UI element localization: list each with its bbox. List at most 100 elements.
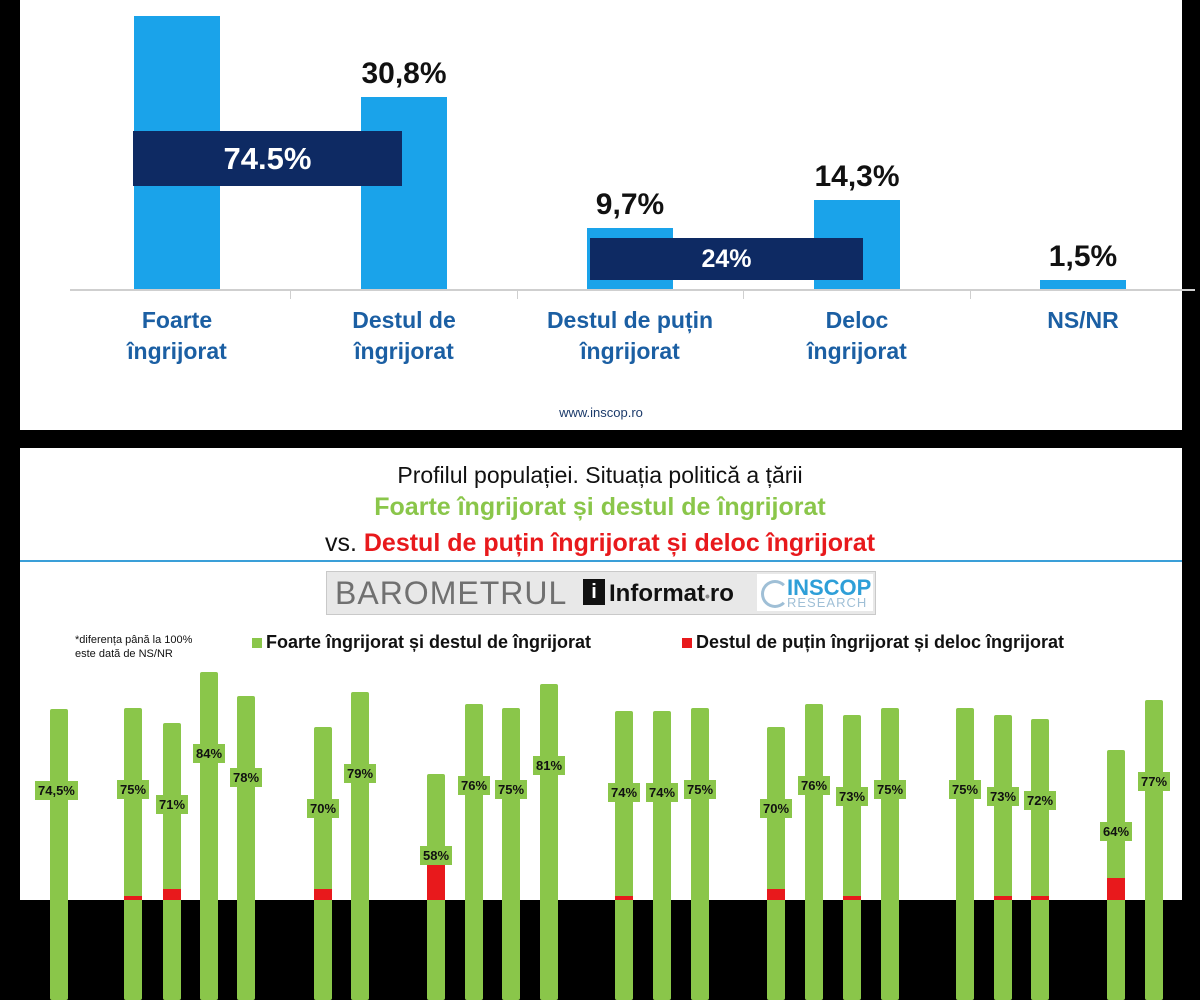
profile-bar-label-12: 74% (608, 783, 640, 802)
category-label-line1: NS/NR (963, 305, 1200, 336)
category-label-line2: îngrijorat (737, 336, 977, 367)
profile-bar-green-19 (956, 708, 974, 1000)
group-total-band-1: 74.5% (133, 131, 402, 186)
source-url: www.inscop.ro (20, 405, 1182, 420)
inscop-logo: INSCOP RESEARCH (757, 574, 873, 611)
profile-bar-green-15 (767, 727, 785, 1000)
profile-bar-green-1 (50, 709, 68, 1000)
profile-bar-label-5: 78% (230, 768, 262, 787)
group-total-band-2: 24% (590, 238, 863, 280)
profile-bar-label-21: 72% (1024, 791, 1056, 810)
legend-red-swatch (682, 638, 692, 648)
profile-bar-label-17: 73% (836, 787, 868, 806)
profile-bar-label-18: 75% (874, 780, 906, 799)
profile-bar-label-23: 77% (1138, 772, 1170, 791)
profile-bar-green-17 (843, 715, 861, 1000)
profile-bar-green-18 (881, 708, 899, 1000)
footnote: *diferența până la 100% este dată de NS/… (75, 633, 192, 661)
informat-logo: Informat•ro (609, 580, 734, 608)
footnote-line1: *diferența până la 100% (75, 633, 192, 647)
category-label-line1: Deloc (737, 305, 977, 336)
profile-bar-green-2 (124, 708, 142, 1000)
profile-bar-green-14 (691, 708, 709, 1000)
bottom-title-line3: vs. Destul de puțin îngrijorat și deloc … (0, 529, 1200, 558)
info-icon: i (583, 579, 605, 605)
profile-bar-red-3 (163, 889, 181, 900)
inscop-ring-icon (761, 580, 789, 608)
profile-bar-label-4: 84% (193, 744, 225, 763)
profile-bar-label-1: 74,5% (35, 781, 78, 800)
profile-bar-red-20 (994, 896, 1012, 900)
legend-green-swatch (252, 638, 262, 648)
profile-bar-label-15: 70% (760, 799, 792, 818)
title-divider (20, 560, 1182, 562)
category-label-line1: Destul de puțin (510, 305, 750, 336)
profile-bar-green-12 (615, 711, 633, 1000)
bar-2 (361, 97, 447, 290)
bar-value-label-5: 1,5% (1013, 240, 1153, 274)
profile-bar-label-13: 74% (646, 783, 678, 802)
profile-bar-green-11 (540, 684, 558, 1000)
profile-bar-label-19: 75% (949, 780, 981, 799)
bar-value-label-2: 30,8% (334, 57, 474, 91)
profile-bar-label-2: 75% (117, 780, 149, 799)
profile-bar-green-23 (1145, 700, 1163, 1000)
profile-bar-label-8: 58% (420, 846, 452, 865)
profile-bar-green-3 (163, 723, 181, 1000)
profile-bar-red-8 (427, 864, 445, 900)
profile-bar-green-4 (200, 672, 218, 1000)
bar-value-label-3: 9,7% (560, 188, 700, 222)
profile-bar-green-16 (805, 704, 823, 1000)
profile-bar-label-16: 76% (798, 776, 830, 795)
profile-bar-label-20: 73% (987, 787, 1019, 806)
profile-bar-label-7: 79% (344, 764, 376, 783)
barometrul-logo: BAROMETRUL (335, 575, 567, 612)
profile-bar-red-12 (615, 896, 633, 900)
inscop-logo-research: RESEARCH (787, 595, 867, 610)
profile-bar-green-21 (1031, 719, 1049, 1000)
profile-bar-label-10: 75% (495, 780, 527, 799)
title-vs: vs. (325, 529, 357, 557)
bottom-title-line1: Profilul populației. Situația politică a… (0, 462, 1200, 489)
informat-logo-name: Informat (609, 580, 705, 607)
profile-bar-green-10 (502, 708, 520, 1000)
profile-bar-red-17 (843, 896, 861, 900)
category-label-line1: Foarte (57, 305, 297, 336)
bottom-title-line2: Foarte îngrijorat și destul de îngrijora… (0, 493, 1200, 522)
profile-bar-green-7 (351, 692, 369, 1000)
barometer-logo-banner: BAROMETRUL i Informat•ro INSCOP RESEARCH (326, 571, 876, 615)
profile-bar-red-6 (314, 889, 332, 900)
profile-bar-green-5 (237, 696, 255, 1000)
profile-bar-label-11: 81% (533, 756, 565, 775)
title-red-part: Destul de puțin îngrijorat și deloc îngr… (364, 529, 875, 557)
category-label-line2: îngrijorat (57, 336, 297, 367)
profile-bar-green-6 (314, 727, 332, 1000)
x-axis-line (70, 289, 1195, 291)
bar-5 (1040, 280, 1126, 289)
bar-value-label-4: 14,3% (787, 160, 927, 194)
profile-bar-label-6: 70% (307, 799, 339, 818)
profile-bar-red-15 (767, 889, 785, 900)
informat-logo-tld: ro (710, 580, 734, 607)
category-label-line1: Destul de (284, 305, 524, 336)
profile-bar-green-9 (465, 704, 483, 1000)
profile-bar-green-13 (653, 711, 671, 1000)
profile-bar-label-22: 64% (1100, 822, 1132, 841)
profile-bar-label-14: 75% (684, 780, 716, 799)
legend-green-label: Foarte îngrijorat și destul de îngrijora… (266, 632, 591, 653)
profile-bar-red-2 (124, 896, 142, 900)
profile-bar-label-3: 71% (156, 795, 188, 814)
footnote-line2: este dată de NS/NR (75, 647, 192, 661)
category-label-line2: îngrijorat (510, 336, 750, 367)
category-label-line2: îngrijorat (284, 336, 524, 367)
profile-bar-label-9: 76% (458, 776, 490, 795)
profile-bar-red-21 (1031, 896, 1049, 900)
profile-bar-green-22 (1107, 750, 1125, 1000)
profile-bar-red-22 (1107, 878, 1125, 900)
legend-red-label: Destul de puțin îngrijorat și deloc îngr… (696, 632, 1064, 653)
